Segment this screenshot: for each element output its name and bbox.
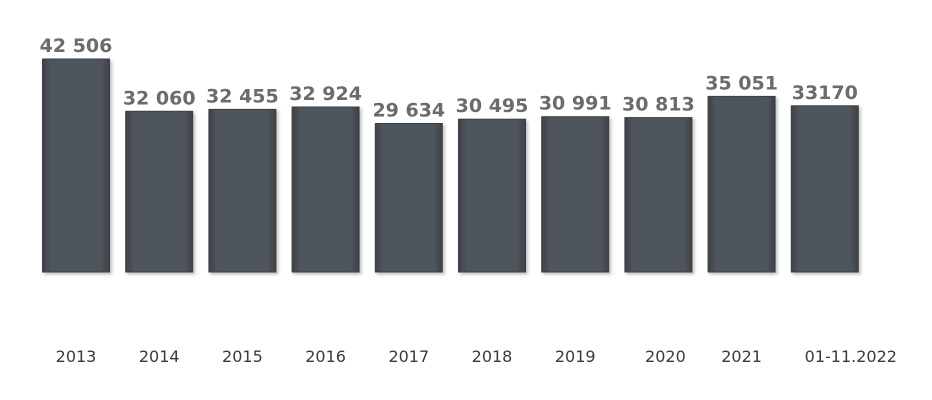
bar-2016 <box>291 106 360 273</box>
category-label-01-11.2022: 01-11.2022 <box>805 347 897 366</box>
category-label-2018: 2018 <box>472 347 513 366</box>
value-label-2013: 42 506 <box>40 35 113 57</box>
bar-2017 <box>374 123 443 273</box>
value-label-2018: 30 495 <box>456 95 529 117</box>
value-label-2015: 32 455 <box>206 85 279 107</box>
bar-2019 <box>541 116 610 273</box>
bar-2021 <box>707 95 776 273</box>
value-label-2016: 32 924 <box>289 83 362 105</box>
bar-2013 <box>42 58 110 273</box>
category-label-2014: 2014 <box>139 347 180 366</box>
bar-2020 <box>624 117 693 273</box>
bar-2014 <box>125 110 194 273</box>
value-label-2014: 32 060 <box>123 87 196 109</box>
bars-group <box>42 58 859 273</box>
value-label-01-11.2022: 33170 <box>792 82 858 104</box>
category-labels-group: 2013 2014 2015 2016 2017 2018 2019 2020 2021 01-1… <box>56 347 897 366</box>
value-label-2020: 30 813 <box>622 94 695 116</box>
value-labels-group: 42 506 32 060 32 455 32 924 29 634 30 495 30 9… <box>40 35 858 122</box>
category-label-2013: 2013 <box>56 347 97 366</box>
bar-01-11.2022 <box>790 105 859 273</box>
bar-2018 <box>458 118 526 273</box>
category-label-2017: 2017 <box>388 347 429 366</box>
value-label-2017: 29 634 <box>372 100 445 122</box>
category-label-2021: 2021 <box>721 347 762 366</box>
category-label-2016: 2016 <box>305 347 346 366</box>
category-label-2020: 2020 <box>645 347 686 366</box>
bar-2015 <box>208 108 277 273</box>
value-label-2019: 30 991 <box>539 93 612 115</box>
category-label-2019: 2019 <box>555 347 596 366</box>
value-label-2021: 35 051 <box>705 72 778 94</box>
category-label-2015: 2015 <box>222 347 263 366</box>
